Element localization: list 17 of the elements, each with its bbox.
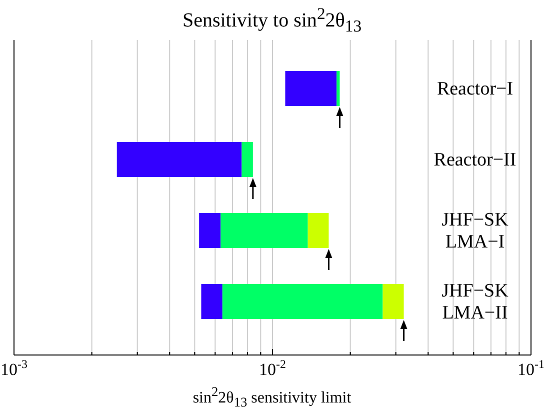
chart-title: Sensitivity to sin$^{2}$2θ$_{13}$ [181, 4, 363, 37]
x-tick-label: 10$^{-3}$ [0, 357, 28, 379]
bar [308, 213, 329, 248]
x-tick-label: 10$^{-2}$ [259, 357, 286, 379]
bar [199, 213, 221, 248]
bar [382, 284, 404, 319]
x-axis-title: sin$^{2}$2θ$_{13}$ sensitivity limit [192, 384, 352, 409]
bar [116, 142, 242, 177]
bar [242, 142, 253, 177]
y-tick-label: JHF−SK LMA−II [442, 280, 509, 324]
x-tick-label: 10$^{-1}$ [518, 357, 544, 379]
bar [220, 213, 308, 248]
y-tick-label: Reactor−II [434, 150, 516, 170]
y-tick-label: Reactor−I [436, 78, 514, 100]
bar [222, 284, 383, 319]
y-tick-label: JHF−SK LMA−I [442, 210, 509, 252]
bar [201, 284, 222, 319]
